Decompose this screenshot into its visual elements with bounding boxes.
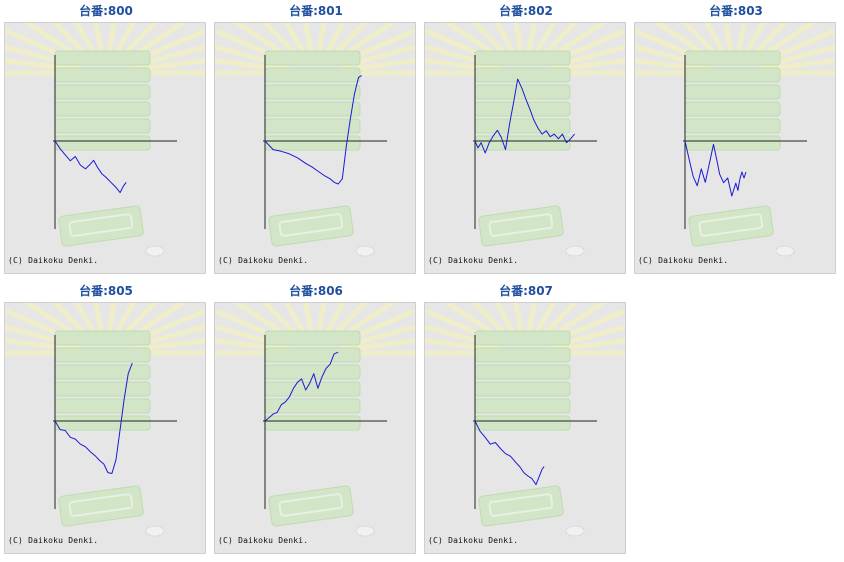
background-illustration	[215, 303, 415, 537]
series-line	[474, 420, 545, 486]
chart-panel: (C) Daikoku Denki.	[634, 22, 836, 274]
line-chart	[215, 23, 415, 257]
series-line	[264, 351, 339, 422]
background-illustration	[5, 23, 205, 257]
copyright-label: (C) Daikoku Denki.	[638, 256, 729, 265]
copyright-label: (C) Daikoku Denki.	[8, 256, 99, 265]
series-line	[54, 362, 133, 474]
chart-cell-3: 台番:803 (C) Daikoku Denki.	[630, 0, 842, 274]
line-chart	[5, 303, 205, 537]
chart-cell-2: 台番:802 (C) Daikoku Denki.	[420, 0, 632, 274]
background-illustration	[425, 23, 625, 257]
background-illustration	[5, 303, 205, 537]
chart-panel: (C) Daikoku Denki.	[424, 302, 626, 554]
line-chart	[5, 23, 205, 257]
background-illustration	[215, 23, 415, 257]
series-line	[264, 75, 362, 185]
copyright-label: (C) Daikoku Denki.	[8, 536, 99, 545]
chart-panel: (C) Daikoku Denki.	[424, 22, 626, 274]
copyright-label: (C) Daikoku Denki.	[218, 536, 309, 545]
chart-panel: (C) Daikoku Denki.	[214, 302, 416, 554]
chart-cell-1: 台番:801 (C) Daikoku Denki.	[210, 0, 422, 274]
chart-title[interactable]: 台番:807	[499, 284, 553, 298]
chart-panel: (C) Daikoku Denki.	[4, 302, 206, 554]
series-line	[54, 140, 127, 194]
copyright-label: (C) Daikoku Denki.	[428, 256, 519, 265]
background-illustration	[635, 23, 835, 257]
chart-title[interactable]: 台番:806	[289, 284, 343, 298]
chart-panel: (C) Daikoku Denki.	[214, 22, 416, 274]
line-chart	[425, 23, 625, 257]
line-chart	[425, 303, 625, 537]
series-line	[684, 140, 747, 197]
chart-title[interactable]: 台番:801	[289, 4, 343, 18]
copyright-label: (C) Daikoku Denki.	[218, 256, 309, 265]
chart-panel: (C) Daikoku Denki.	[4, 22, 206, 274]
chart-cell-5: 台番:806 (C) Daikoku Denki.	[210, 280, 422, 554]
chart-cell-0: 台番:800 (C) Daikoku Denki.	[0, 0, 212, 274]
chart-title[interactable]: 台番:803	[709, 4, 763, 18]
chart-title[interactable]: 台番:805	[79, 284, 133, 298]
line-chart	[635, 23, 835, 257]
chart-cell-4: 台番:805 (C) Daikoku Denki.	[0, 280, 212, 554]
chart-cell-6: 台番:807 (C) Daikoku Denki.	[420, 280, 632, 554]
chart-title[interactable]: 台番:802	[499, 4, 553, 18]
copyright-label: (C) Daikoku Denki.	[428, 536, 519, 545]
line-chart	[215, 303, 415, 537]
background-illustration	[425, 303, 625, 537]
chart-title[interactable]: 台番:800	[79, 4, 133, 18]
series-line	[474, 78, 575, 154]
